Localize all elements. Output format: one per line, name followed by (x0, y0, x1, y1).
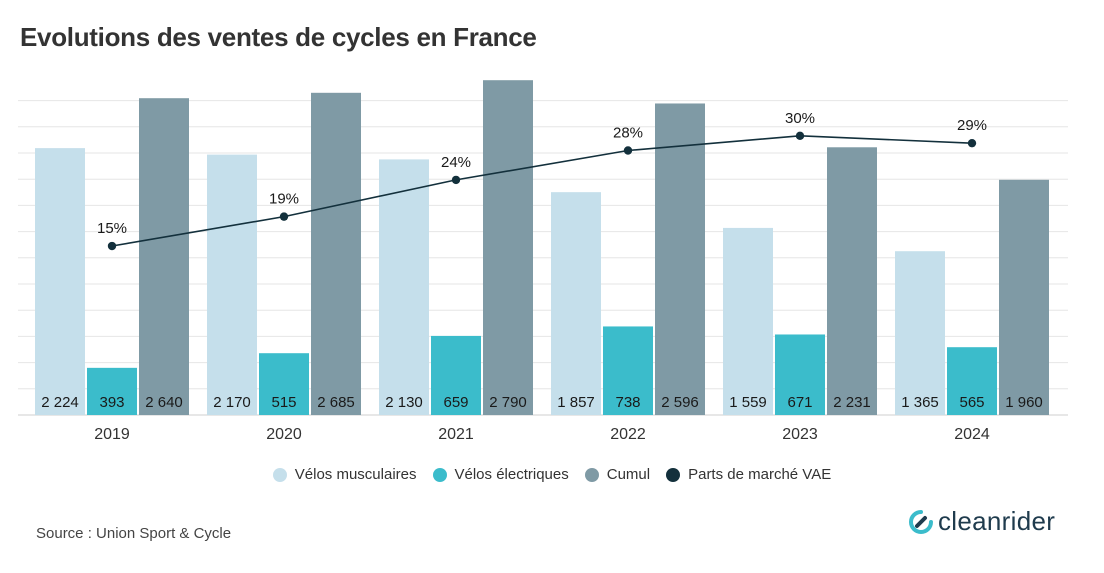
point-label-parts-vae-2022: 28% (613, 125, 643, 142)
bar-cumul-2020 (311, 92, 361, 416)
bar-label-musculaires-2021: 2 130 (385, 394, 423, 411)
x-tick-label-2021: 2021 (438, 426, 474, 443)
point-parts-vae-2023 (795, 131, 805, 141)
bar-electriques-2022 (603, 326, 653, 415)
bar-label-electriques-2020: 515 (271, 394, 296, 411)
bar-electriques-2024 (947, 347, 997, 415)
legend-label-electriques: Vélos électriques (454, 466, 569, 483)
bar-line-chart: 2 224 393 2 640 2 170 515 2 685 2 130 659 2 790 1… (18, 80, 1068, 443)
bar-label-musculaires-2023: 1 559 (729, 394, 767, 411)
point-label-parts-vae-2021: 24% (441, 154, 471, 171)
bar-cumul-2022 (655, 103, 705, 415)
bar-musculaires-2019 (35, 148, 85, 415)
x-tick-label-2020: 2020 (266, 426, 302, 443)
x-tick-label-2019: 2019 (94, 426, 130, 443)
bar-value-labels: 2 224 393 2 640 2 170 515 2 685 2 130 659 2 790 1… (41, 394, 1043, 411)
bar-musculaires-2024 (895, 251, 945, 415)
bar-label-cumul-2022: 2 596 (661, 394, 699, 411)
bar-musculaires-2022 (551, 192, 601, 415)
bar-label-electriques-2024: 565 (959, 394, 984, 411)
point-label-parts-vae-2020: 19% (269, 191, 299, 208)
source-note: Source : Union Sport & Cycle (36, 525, 232, 542)
legend-swatch-parts-vae (666, 467, 681, 482)
bar-electriques-2019 (87, 367, 137, 415)
legend-label-musculaires: Vélos musculaires (294, 466, 417, 483)
point-label-parts-vae-2019: 15% (97, 220, 127, 237)
legend-item-electriques: Vélos électriques (432, 466, 569, 483)
bar-cumul-2023 (827, 147, 877, 415)
cleanrider-logo: cleanrider (908, 506, 1055, 537)
legend-swatch-cumul (584, 467, 599, 482)
legend-label-cumul: Cumul (606, 466, 651, 483)
bar-electriques-2021 (431, 335, 481, 415)
bar-musculaires-2021 (379, 159, 429, 415)
bar-musculaires-2020 (207, 154, 257, 415)
bar-label-cumul-2023: 2 231 (833, 394, 871, 411)
bar-label-musculaires-2019: 2 224 (41, 394, 79, 411)
legend-swatch-musculaires (272, 467, 287, 482)
cleanrider-logo-icon (909, 509, 933, 534)
bar-cumul-2024 (999, 179, 1049, 415)
bar-label-cumul-2021: 2 790 (489, 394, 527, 411)
line-parts-vae (111, 135, 973, 247)
legend-swatch-electriques (432, 467, 447, 482)
bar-label-musculaires-2022: 1 857 (557, 394, 595, 411)
point-parts-vae-2024 (967, 138, 977, 148)
point-parts-vae-2021 (451, 175, 461, 185)
bar-label-musculaires-2024: 1 365 (901, 394, 939, 411)
bar-label-cumul-2019: 2 640 (145, 394, 183, 411)
legend: Vélos musculaires Vélos électriques Cumu… (0, 466, 1104, 483)
bar-electriques-2020 (259, 353, 309, 415)
x-tick-label-2022: 2022 (610, 426, 646, 443)
x-tick-label-2024: 2024 (954, 426, 990, 443)
point-label-parts-vae-2024: 29% (957, 117, 987, 134)
brand-name: cleanrider (938, 506, 1056, 536)
legend-item-musculaires: Vélos musculaires (272, 466, 417, 483)
x-axis: 2019 2020 2021 2022 2023 2024 (94, 426, 990, 443)
point-parts-vae-2020 (279, 212, 289, 221)
legend-item-parts-vae: Parts de marché VAE (666, 466, 831, 483)
point-parts-vae-2022 (623, 146, 633, 155)
bar-musculaires-2023 (723, 227, 773, 415)
bar-cumul-2019 (139, 98, 189, 415)
x-tick-label-2023: 2023 (782, 426, 818, 443)
bars (35, 80, 1049, 416)
chart-title: Evolutions des ventes de cycles en Franc… (20, 22, 537, 52)
legend-label-parts-vae: Parts de marché VAE (688, 466, 832, 483)
point-parts-vae-2019 (107, 241, 117, 251)
bar-label-cumul-2020: 2 685 (317, 394, 355, 411)
bar-label-electriques-2021: 659 (443, 394, 468, 411)
bar-label-electriques-2022: 738 (615, 394, 640, 411)
bar-label-electriques-2019: 393 (99, 394, 124, 411)
bar-electriques-2023 (775, 334, 825, 415)
bar-label-cumul-2024: 1 960 (1005, 394, 1043, 411)
bar-cumul-2021 (483, 80, 533, 415)
point-label-parts-vae-2023: 30% (785, 110, 815, 127)
market-share-line: 15% 19% 24% 28% 30% 29% (97, 110, 987, 251)
legend-item-cumul: Cumul (584, 466, 651, 483)
bar-label-musculaires-2020: 2 170 (213, 394, 251, 411)
bar-label-electriques-2023: 671 (787, 394, 812, 411)
